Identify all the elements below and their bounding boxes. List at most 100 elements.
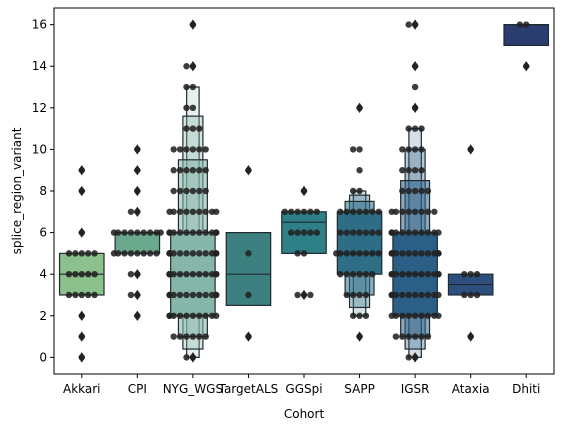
data-point: [349, 291, 357, 299]
data-point: [78, 167, 85, 174]
data-point: [424, 291, 432, 299]
data-point: [405, 333, 412, 340]
data-point: [369, 250, 376, 257]
data-point: [176, 187, 184, 195]
data-point: [405, 312, 412, 319]
data-point: [405, 270, 412, 278]
data-point: [183, 291, 190, 299]
data-point: [399, 146, 406, 153]
data-point: [202, 250, 209, 257]
data-point: [349, 146, 357, 153]
box-body: [336, 211, 383, 275]
data-point: [202, 187, 209, 195]
data-point: [196, 270, 203, 278]
data-point: [369, 208, 376, 215]
data-point: [176, 167, 184, 174]
x-tick-label: GGSpi: [285, 382, 322, 396]
data-point: [411, 291, 419, 299]
data-point: [189, 229, 197, 236]
data-point: [405, 250, 412, 257]
data-point: [140, 250, 147, 257]
box-igsr: [388, 19, 442, 363]
data-point: [189, 104, 197, 112]
data-point: [127, 270, 135, 278]
data-point: [411, 187, 419, 195]
data-point: [183, 146, 190, 153]
data-point: [375, 250, 382, 257]
data-point: [134, 291, 141, 299]
data-point: [176, 312, 184, 319]
data-point: [388, 208, 395, 215]
data-point: [405, 354, 412, 361]
data-point: [405, 187, 412, 195]
data-point: [196, 146, 203, 153]
data-point: [435, 229, 442, 236]
data-point: [411, 208, 419, 215]
data-point: [127, 291, 135, 299]
data-point: [91, 250, 98, 257]
data-point: [294, 291, 301, 299]
data-point: [418, 270, 425, 278]
data-point: [424, 333, 432, 340]
data-point: [189, 167, 197, 174]
data-point: [281, 208, 288, 215]
data-point: [375, 229, 382, 236]
data-point: [189, 63, 197, 70]
data-point: [183, 167, 190, 174]
data-point: [288, 208, 295, 215]
y-axis: 0 2 4 6 8 10 12 14 16: [32, 18, 54, 364]
data-point: [343, 229, 350, 236]
data-point: [157, 229, 164, 236]
data-point: [349, 187, 357, 195]
data-point: [196, 125, 203, 132]
data-point: [183, 270, 190, 278]
data-point: [245, 333, 252, 340]
data-point: [307, 208, 314, 215]
data-point: [213, 250, 220, 257]
data-point: [399, 312, 406, 319]
data-point: [356, 104, 363, 112]
data-point: [196, 333, 203, 340]
data-point: [134, 187, 141, 195]
data-point: [176, 208, 184, 215]
data-point: [399, 333, 406, 340]
data-point: [91, 270, 98, 278]
data-point: [170, 146, 177, 153]
data-point: [78, 270, 85, 278]
data-point: [196, 229, 203, 236]
data-point: [146, 250, 154, 257]
data-point: [213, 312, 220, 319]
data-point: [399, 250, 406, 257]
data-point: [189, 208, 197, 215]
data-point: [362, 312, 370, 319]
data-point: [202, 229, 209, 236]
data-point: [110, 250, 118, 257]
y-tick-label: 12: [32, 101, 47, 115]
data-point: [196, 187, 203, 195]
data-point: [431, 208, 438, 215]
data-point: [183, 312, 190, 319]
data-point: [411, 312, 419, 319]
x-tick-label: Dhiti: [512, 382, 540, 396]
data-point: [411, 354, 419, 361]
data-point: [356, 146, 363, 153]
data-point: [166, 229, 173, 236]
data-point: [294, 250, 301, 257]
data-point: [418, 187, 425, 195]
data-point: [411, 146, 419, 153]
data-point: [356, 208, 363, 215]
data-point: [405, 208, 412, 215]
data-point: [362, 208, 370, 215]
box-akkari: [58, 165, 105, 363]
data-point: [467, 270, 474, 278]
data-point: [313, 208, 320, 215]
data-point: [134, 229, 141, 236]
data-point: [189, 270, 197, 278]
data-point: [362, 270, 370, 278]
data-point: [84, 250, 92, 257]
data-point: [411, 125, 419, 132]
y-tick-label: 4: [39, 267, 47, 281]
data-point: [399, 167, 406, 174]
data-point: [388, 291, 395, 299]
